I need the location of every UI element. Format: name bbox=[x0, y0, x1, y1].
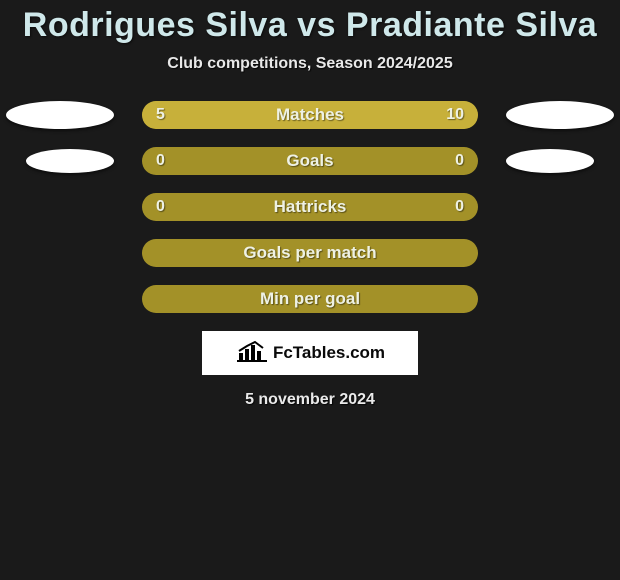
stat-label: Hattricks bbox=[142, 197, 478, 217]
stat-value-left: 5 bbox=[156, 106, 165, 124]
comparison-card: Rodrigues Silva vs Pradiante Silva Club … bbox=[0, 0, 620, 409]
stat-bar: Min per goal bbox=[142, 285, 478, 313]
stat-bar: 0 0Goals bbox=[142, 147, 478, 175]
stat-value-left: 0 bbox=[156, 198, 165, 216]
stat-value-right: 0 bbox=[455, 198, 464, 216]
stats-rows: 510Matches00Goals00HattricksGoals per ma… bbox=[0, 101, 620, 313]
stat-bar: 0 0Hattricks bbox=[142, 193, 478, 221]
stat-row: Goals per match bbox=[0, 239, 620, 267]
stat-value-left: 0 bbox=[156, 152, 165, 170]
chart-icon bbox=[235, 339, 269, 368]
stat-label: Min per goal bbox=[142, 289, 478, 309]
subtitle: Club competitions, Season 2024/2025 bbox=[167, 55, 452, 73]
brand-badge: FcTables.com bbox=[202, 331, 418, 375]
stat-label: Goals bbox=[142, 151, 478, 171]
player-right-oval bbox=[506, 149, 594, 173]
player-right-oval bbox=[506, 101, 614, 129]
stat-bar: Goals per match bbox=[142, 239, 478, 267]
page-title: Rodrigues Silva vs Pradiante Silva bbox=[23, 6, 597, 45]
date-label: 5 november 2024 bbox=[245, 391, 375, 409]
stat-bar-right-seg bbox=[250, 101, 478, 129]
player-left-oval bbox=[6, 101, 114, 129]
stat-value-right: 10 bbox=[446, 106, 464, 124]
stat-label: Goals per match bbox=[142, 243, 478, 263]
stat-row: 0 0Hattricks bbox=[0, 193, 620, 221]
brand-text: FcTables.com bbox=[273, 343, 385, 363]
player-left-oval bbox=[26, 149, 114, 173]
stat-bar: 510Matches bbox=[142, 101, 478, 129]
stat-row: 0 0Goals bbox=[0, 147, 620, 175]
stat-row: 510Matches bbox=[0, 101, 620, 129]
stat-value-right: 0 bbox=[455, 152, 464, 170]
stat-row: Min per goal bbox=[0, 285, 620, 313]
